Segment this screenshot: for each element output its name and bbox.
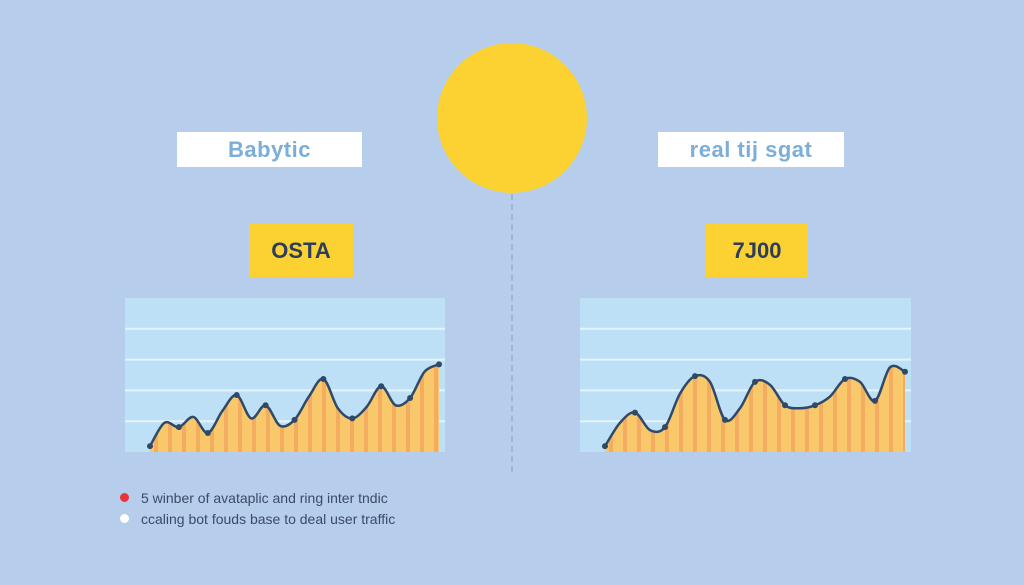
stripe [847,365,851,452]
right-value-badge: 7J00 [706,224,808,277]
stripe [791,365,795,452]
stripe [707,365,711,452]
stripe [434,364,438,452]
right-chart-title-box: real tij sgat [658,132,844,167]
stripe [168,364,172,452]
area-fill [605,365,905,452]
data-point [842,376,848,382]
left-value-badge: OSTA [249,224,353,277]
legend-dot-red [120,493,129,502]
left-chart-panel [125,298,445,452]
data-point [872,397,878,404]
stripe [805,365,809,452]
stripe [322,364,326,452]
stripe [637,365,641,452]
right-value-text: 7J00 [732,237,782,263]
stripe [252,364,256,452]
stripe [154,364,158,452]
data-point [692,373,698,380]
stripe [763,365,767,452]
legend-item-text: ccaling bot fouds base to deal user traf… [141,510,396,527]
stripe [861,365,865,452]
data-point [147,443,153,450]
stripe [609,365,613,452]
right-area-chart [580,327,911,452]
stripe [875,365,879,452]
data-point [378,383,385,390]
data-point [262,402,269,409]
stripe [777,365,781,452]
stripe [889,365,893,452]
legend-dot-white [120,514,129,523]
data-point [662,424,668,431]
stripe [294,364,298,452]
stripe [721,365,725,452]
legend-item-text: 5 winber of avataplic and ring inter tnd… [141,489,388,506]
right-chart-panel [580,298,911,452]
stripe [392,364,396,452]
left-area-chart [125,327,445,452]
stripe [280,364,284,452]
stripe [679,365,683,452]
stripe [350,364,354,452]
stripe [182,364,186,452]
data-point [407,394,414,401]
stripe [833,365,837,452]
data-point [602,443,608,450]
left-value-text: OSTA [271,237,331,263]
stripe [651,365,655,452]
stripe [196,364,200,452]
data-point [175,424,182,431]
stripe [693,365,697,452]
stripe [336,364,340,452]
area-stripes [154,364,438,452]
stripe [735,365,739,452]
data-point [291,416,298,423]
stripe [623,365,627,452]
stripe [266,364,270,452]
stripe [308,364,312,452]
data-point [320,376,327,382]
stripe [238,364,242,452]
data-point [722,416,728,423]
stripe [224,364,228,452]
data-point [782,402,788,409]
legend-item: ccaling bot fouds base to deal user traf… [120,508,395,529]
legend-item: 5 winber of avataplic and ring inter tnd… [120,487,395,508]
center-divider [511,194,513,472]
stripe [749,365,753,452]
data-point [632,409,638,416]
left-chart-title: Babytic [228,136,311,162]
data-point [902,368,908,375]
data-point [752,378,758,385]
right-chart-title: real tij sgat [689,136,813,162]
data-point [812,402,818,409]
stripe [903,365,905,452]
stripe [378,364,382,452]
stripe [819,365,823,452]
stripe [420,364,424,452]
data-point [233,392,240,399]
legend: 5 winber of avataplic and ring inter tnd… [120,487,395,529]
data-point [349,415,356,422]
stripe [364,364,368,452]
data-point [436,361,442,368]
sun-circle [437,43,587,193]
data-point [204,430,211,437]
left-chart-title-box: Babytic [177,132,362,167]
stripe [406,364,410,452]
